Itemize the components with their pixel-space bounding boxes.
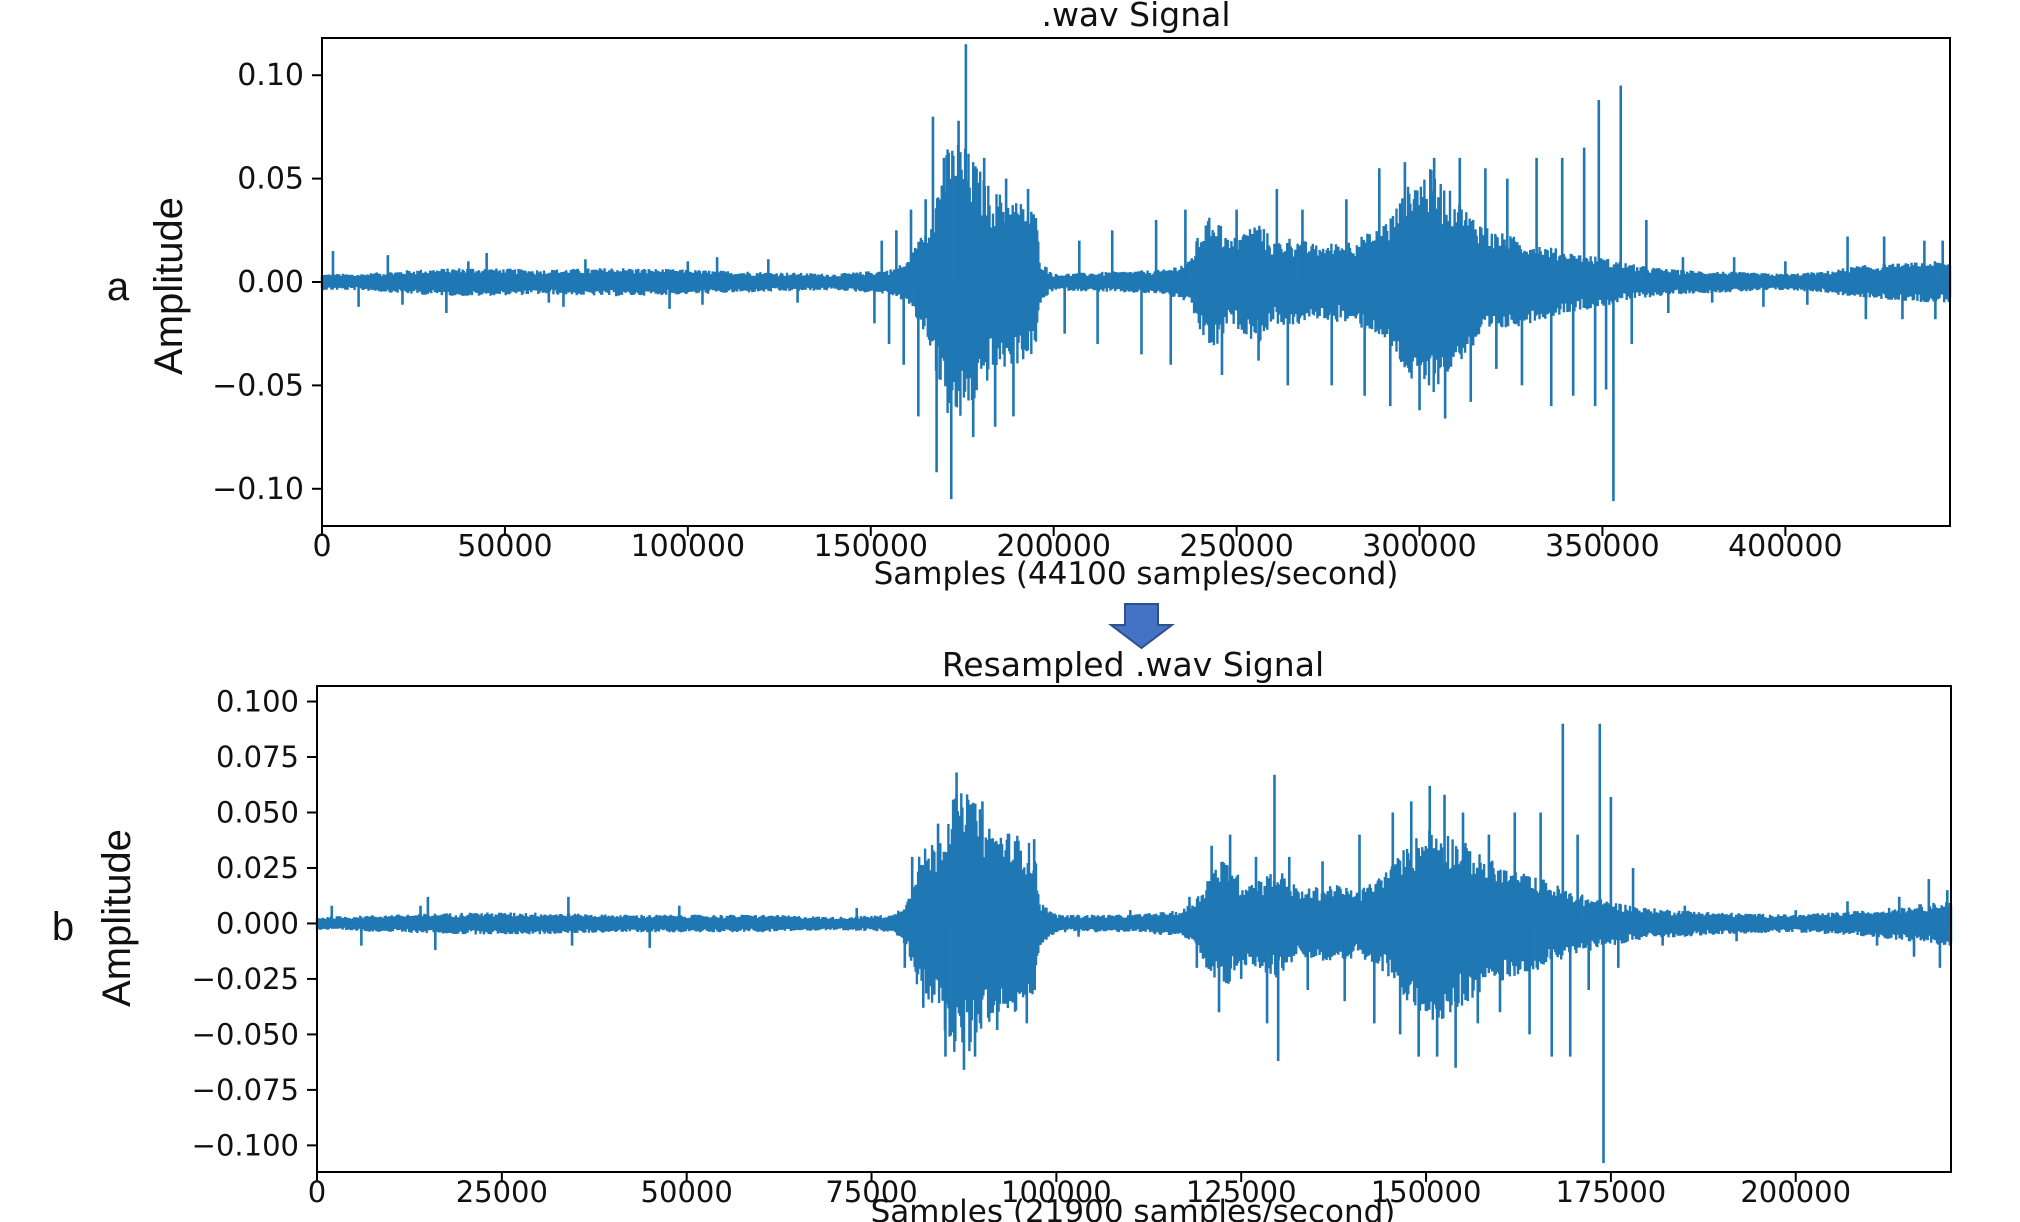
panel-b-x-tick-label: 150000	[1371, 1175, 1482, 1209]
panel-b-y-tick-label: 0.075	[216, 740, 299, 774]
panel-a-title: .wav Signal	[1041, 0, 1230, 34]
panel-b-x-ticks: 0 25000 50000 75000 100000 125000 150000 175000…	[308, 1172, 1851, 1209]
panel-a-x-tick-label: 350000	[1545, 529, 1660, 564]
panel-b-y-tick-label: 0.050	[216, 795, 299, 829]
panel-a-x-tick-label: 300000	[1362, 529, 1477, 564]
panel-a-y-tick-label: −0.05	[212, 368, 304, 403]
panel-b-chart: Resampled .wav Signal b Amplitude 0.1000…	[52, 645, 1953, 1222]
panel-b-x-tick-label: 200000	[1740, 1175, 1851, 1209]
panel-b-x-tick-label: 75000	[825, 1175, 917, 1209]
panel-a-y-ticks: 0.10 0.05 0.00 −0.05 −0.10	[212, 58, 322, 507]
panel-b-y-tick-label: −0.100	[192, 1128, 299, 1162]
panel-b-x-tick-label: 0	[308, 1175, 326, 1209]
panel-a-x-tick-label: 250000	[1179, 529, 1294, 564]
panel-b-ylabel: Amplitude	[95, 829, 139, 1007]
down-arrow-icon	[1108, 603, 1175, 650]
panel-b-x-tick-label: 25000	[456, 1175, 548, 1209]
panel-a-x-tick-label: 100000	[631, 529, 746, 564]
panel-a-y-tick-label: 0.00	[237, 265, 304, 300]
panel-a-axes-frame	[321, 37, 1951, 527]
panel-a-waveform-series	[320, 145, 1952, 416]
panel-b-y-ticks: 0.100 0.075 0.050 0.025 0.000 −0.025 −0.050 −0.…	[192, 685, 317, 1162]
panel-a-ylabel: Amplitude	[147, 197, 191, 375]
panel-a-x-tick-label: 150000	[813, 529, 928, 564]
panel-b-x-tick-label: 50000	[641, 1175, 733, 1209]
panel-a-y-tick-label: 0.10	[237, 58, 304, 93]
panel-b-y-tick-label: 0.025	[216, 851, 299, 885]
panel-a-x-tick-label: 400000	[1728, 529, 1843, 564]
panel-b-plot-area	[315, 723, 1953, 1164]
panel-a-xlabel: Samples (44100 samples/second)	[874, 556, 1399, 592]
panel-b-waveform-series	[315, 793, 1953, 1052]
panel-a-x-tick-label: 200000	[996, 529, 1111, 564]
panel-a-x-tick-label: 50000	[457, 529, 552, 564]
panel-b-x-tick-label: 125000	[1186, 1175, 1297, 1209]
panel-a-chart: .wav Signal a Amplitude 0.10 0.05 0.00 −0.0…	[107, 0, 1952, 592]
panel-b-axes-frame	[316, 685, 1952, 1173]
panel-b-title: Resampled .wav Signal	[942, 645, 1324, 684]
panel-b-y-tick-label: −0.025	[192, 962, 299, 996]
panel-a-y-tick-label: 0.05	[237, 162, 304, 197]
panel-b-letter: b	[52, 905, 74, 949]
panel-a-letter: a	[107, 265, 130, 309]
panel-a-x-tick-label: 0	[312, 529, 331, 564]
panel-b-x-tick-label: 175000	[1556, 1175, 1667, 1209]
panel-a-plot-area	[320, 44, 1952, 502]
panel-b-xlabel: Samples (21900 samples/second)	[871, 1194, 1396, 1222]
panel-b-y-tick-label: 0.100	[216, 685, 299, 719]
panel-b-y-tick-label: −0.050	[192, 1017, 299, 1051]
panel-b-y-tick-label: −0.075	[192, 1073, 299, 1107]
panel-b-x-tick-label: 100000	[1001, 1175, 1112, 1209]
panel-a-x-ticks: 0 50000 100000 150000 200000 250000 300000 3500…	[312, 526, 1843, 564]
panel-b-y-tick-label: 0.000	[216, 906, 299, 940]
panel-a-y-tick-label: −0.10	[212, 472, 304, 507]
